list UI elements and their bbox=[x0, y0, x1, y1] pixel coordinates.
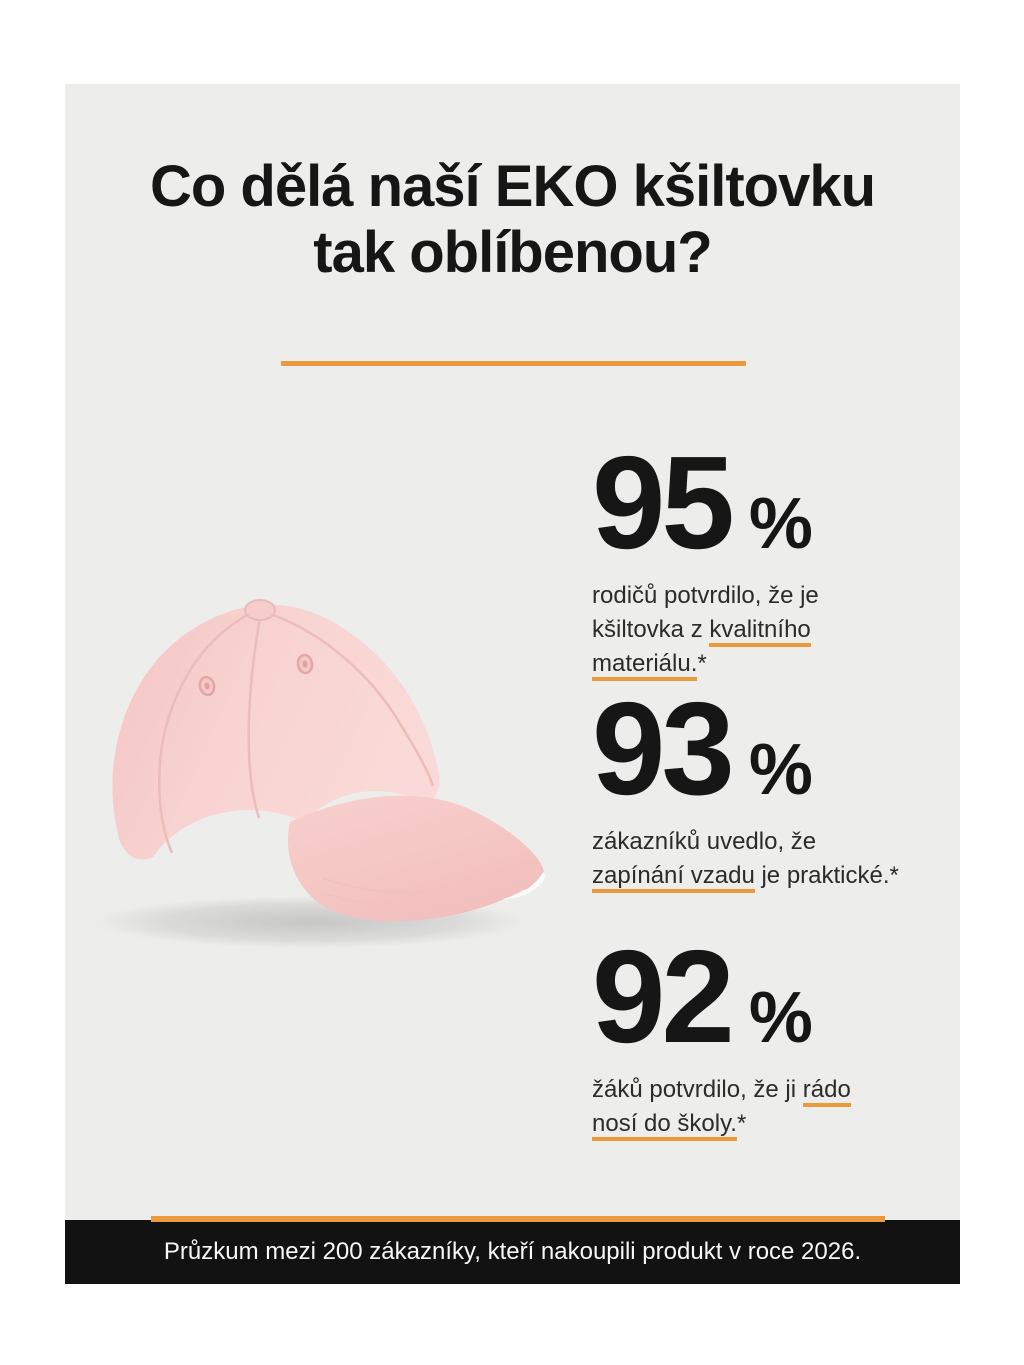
infographic-card: Co dělá naší EKO kšiltovku tak oblíbenou… bbox=[65, 84, 960, 1284]
highlighted-phrase: nosí do školy. bbox=[592, 1110, 737, 1142]
highlighted-phrase: rádo bbox=[802, 1076, 851, 1108]
stat-value: 95 bbox=[592, 429, 735, 576]
highlighted-phrase: kvalitního bbox=[709, 616, 811, 648]
cap-top-button bbox=[244, 599, 276, 621]
title-line-2: tak oblíbenou? bbox=[313, 220, 712, 285]
footer-accent-line bbox=[151, 1216, 885, 1222]
footer-note: Průzkum mezi 200 zákazníky, kteří nakoup… bbox=[163, 1238, 862, 1265]
page-title: Co dělá naší EKO kšiltovku tak oblíbenou… bbox=[65, 154, 960, 286]
stat-number-row: 93 % bbox=[592, 675, 962, 822]
title-divider-line bbox=[281, 361, 746, 366]
cap-brim-edge-highlight bbox=[503, 872, 546, 899]
footer-bar: Průzkum mezi 200 zákazníky, kteří nakoup… bbox=[65, 1216, 960, 1284]
cap-brim bbox=[287, 795, 544, 922]
title-line-1: Co dělá naší EKO kšiltovku bbox=[150, 154, 876, 219]
highlighted-phrase: zapínání vzadu bbox=[592, 862, 755, 894]
text-segment: * bbox=[697, 650, 707, 678]
stat-description: zákazníků uvedlo, že zapínání vzadu je pr… bbox=[592, 825, 962, 894]
text-segment: rodičů potvrdilo, že je bbox=[592, 582, 819, 610]
pink-cap-image bbox=[95, 599, 546, 948]
stat-percent-sign: % bbox=[748, 730, 813, 810]
cap-seam-center bbox=[247, 611, 263, 819]
stat-block-school: 92 % žáků potvrdilo, že ji rádo nosí do š… bbox=[592, 923, 962, 1142]
highlighted-phrase: materiálu. bbox=[592, 650, 698, 682]
stat-block-material: 95 % rodičů potvrdilo, že je kšiltovka z … bbox=[592, 429, 962, 682]
cap-brim-stitch-inner bbox=[321, 867, 516, 894]
cap-eyelet-left-hole bbox=[204, 682, 210, 690]
stat-number-row: 92 % bbox=[592, 923, 962, 1070]
stat-block-fastening: 93 % zákazníků uvedlo, že zapínání vzadu … bbox=[592, 675, 962, 894]
cap-seam-left bbox=[157, 608, 258, 854]
cap-eyelet-right-hole bbox=[302, 660, 308, 668]
stat-percent-sign: % bbox=[748, 978, 813, 1058]
stat-value: 92 bbox=[592, 923, 735, 1070]
text-segment: * bbox=[736, 1110, 747, 1138]
stat-number-row: 95 % bbox=[592, 429, 962, 576]
text-segment: žáků potvrdilo, že ji bbox=[592, 1076, 803, 1104]
cap-seam-right bbox=[264, 610, 435, 787]
text-segment: kšiltovka z bbox=[592, 616, 710, 644]
stat-value: 93 bbox=[592, 675, 735, 822]
stat-description: rodičů potvrdilo, že je kšiltovka z kvali… bbox=[592, 579, 962, 682]
text-segment: zákazníků uvedlo, že bbox=[592, 828, 817, 856]
stat-description: žáků potvrdilo, že ji rádo nosí do školy.… bbox=[592, 1073, 962, 1142]
text-segment: je praktické.* bbox=[754, 862, 899, 890]
cap-brim-stitch-outer bbox=[326, 881, 522, 908]
stat-percent-sign: % bbox=[748, 484, 813, 564]
